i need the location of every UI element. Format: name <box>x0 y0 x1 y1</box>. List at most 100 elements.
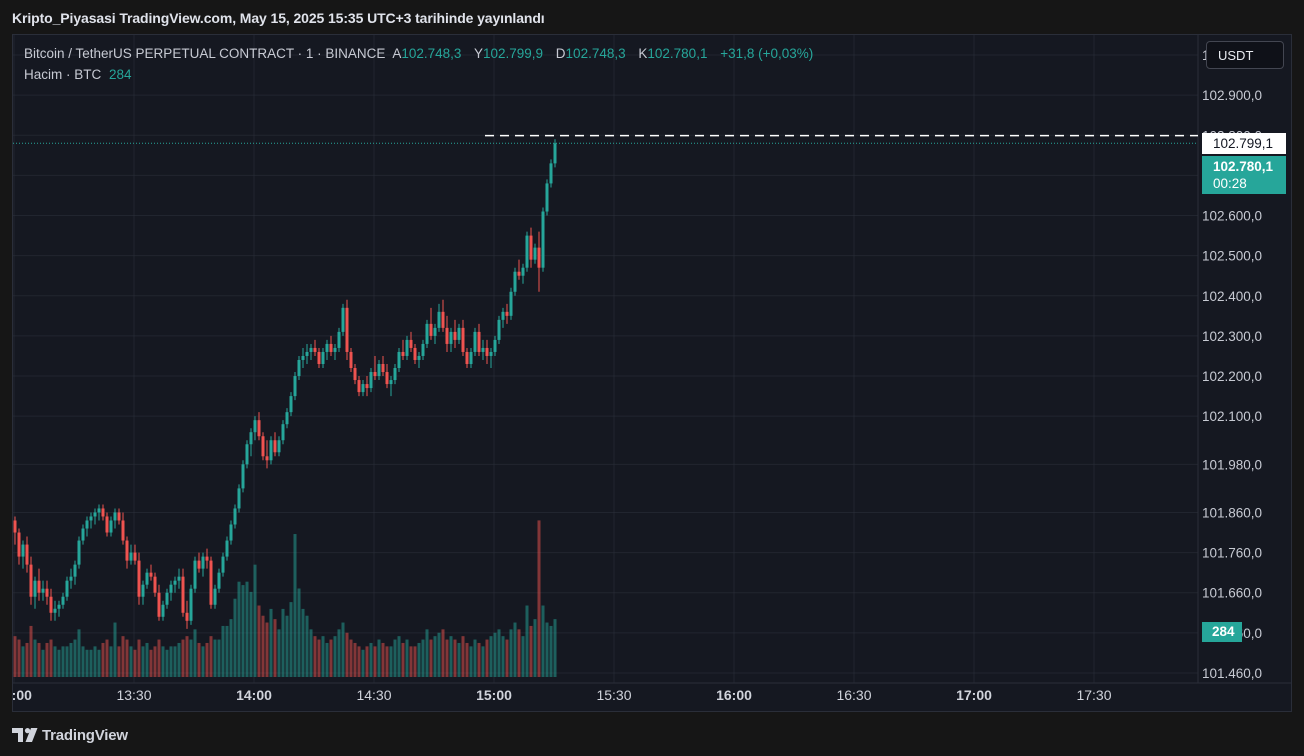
volume-bar <box>425 629 429 677</box>
volume-bar <box>401 642 405 677</box>
candle-body <box>489 351 493 356</box>
candle-body <box>345 307 349 352</box>
candle-body <box>537 247 541 268</box>
candle-body <box>269 440 273 461</box>
candle-body <box>553 143 557 164</box>
candle-body <box>325 343 329 352</box>
candle-body <box>153 576 157 593</box>
candle-body <box>309 347 313 352</box>
volume-bar <box>81 646 85 677</box>
volume-bar <box>373 646 377 677</box>
volume-bar <box>137 639 141 677</box>
volume-bar <box>253 564 257 677</box>
candle-body <box>261 436 265 457</box>
volume-bar <box>313 636 317 677</box>
candle-body <box>481 347 485 352</box>
volume-bar <box>141 646 145 677</box>
candle-body <box>29 564 33 597</box>
volume-bar <box>397 636 401 677</box>
volume-bar <box>57 649 61 677</box>
volume-bar <box>489 636 493 677</box>
volume-bar <box>165 649 169 677</box>
candle-body <box>41 588 45 593</box>
open-key: A <box>392 46 402 61</box>
volume-bar <box>45 642 49 677</box>
volume-bar <box>353 642 357 677</box>
tradingview-brand: TradingView <box>42 726 128 744</box>
candle-body <box>381 364 385 373</box>
volume-bar <box>493 632 497 677</box>
candle-body <box>493 339 497 352</box>
volume-bar <box>485 639 489 677</box>
candle-body <box>109 520 113 533</box>
high-value: 102.799,9 <box>482 46 544 61</box>
candle-body <box>285 412 289 425</box>
currency-button[interactable]: USDT <box>1206 41 1284 69</box>
volume-bar <box>497 629 501 677</box>
y-tick-label: 101.660,0 <box>1202 586 1262 601</box>
candle-body <box>193 560 197 589</box>
volume-label[interactable]: Hacim · BTC <box>24 67 102 82</box>
volume-bar <box>249 591 253 677</box>
volume-bar <box>449 636 453 677</box>
candle-body <box>301 355 305 360</box>
volume-bar <box>25 642 29 677</box>
volume-bar <box>65 646 69 677</box>
volume-bar <box>61 646 65 677</box>
volume-bar <box>285 615 289 677</box>
candle-body <box>21 544 25 557</box>
y-tick-label: 102.100,0 <box>1202 409 1262 424</box>
candle-body <box>529 235 533 260</box>
candle-body <box>265 456 269 461</box>
x-tick-label: 13:00 <box>13 687 32 703</box>
volume-bar <box>125 639 129 677</box>
volume-bar <box>341 622 345 677</box>
candle-body <box>441 311 445 328</box>
volume-bar <box>173 646 177 677</box>
volume-bar <box>393 639 397 677</box>
volume-bar <box>405 639 409 677</box>
close-key: K <box>638 46 648 61</box>
volume-bar <box>369 642 373 677</box>
volume-bar <box>221 625 225 677</box>
volume-bar <box>309 629 313 677</box>
volume-bar <box>385 646 389 677</box>
candle-body <box>389 380 393 385</box>
candle-body <box>53 608 57 613</box>
candle-body <box>469 351 473 364</box>
volume-bar <box>33 639 37 677</box>
volume-bar <box>293 534 297 677</box>
volume-bar <box>105 639 109 677</box>
y-tick-label: 102.500,0 <box>1202 249 1262 264</box>
x-tick-label: 14:00 <box>236 687 272 703</box>
volume-bar <box>101 642 105 677</box>
candle-body <box>149 572 153 577</box>
candle-body <box>77 540 81 565</box>
candle-body <box>181 576 185 613</box>
candle-body <box>465 351 469 364</box>
tradingview-logo[interactable]: TradingView <box>12 725 128 745</box>
chart-panel[interactable]: 101.460,0101.560,0101.660,0101.760,0101.… <box>12 34 1292 712</box>
volume-bar <box>93 646 97 677</box>
symbol-title[interactable]: Bitcoin / TetherUS PERPETUAL CONTRACT · … <box>24 46 386 61</box>
volume-bar <box>273 619 277 677</box>
volume-bar <box>541 605 545 677</box>
volume-bar <box>521 636 525 677</box>
x-tick-label: 15:30 <box>596 687 631 703</box>
candle-body <box>289 396 293 413</box>
candle-body <box>273 440 277 453</box>
high-price-badge: 102.799,1 <box>1202 133 1286 154</box>
volume-bar <box>333 636 337 677</box>
candle-body <box>37 580 41 593</box>
candle-body <box>49 596 53 613</box>
x-tick-label: 17:00 <box>956 687 992 703</box>
y-tick-label: 102.600,0 <box>1202 209 1262 224</box>
price-chart[interactable]: 101.460,0101.560,0101.660,0101.760,0101.… <box>13 35 1291 711</box>
volume-bar <box>473 639 477 677</box>
volume-bar <box>533 619 537 677</box>
candle-body <box>101 508 105 517</box>
candle-body <box>197 560 201 569</box>
volume-bar <box>501 636 505 677</box>
y-tick-label: 101.980,0 <box>1202 457 1262 472</box>
volume-bar <box>437 632 441 677</box>
